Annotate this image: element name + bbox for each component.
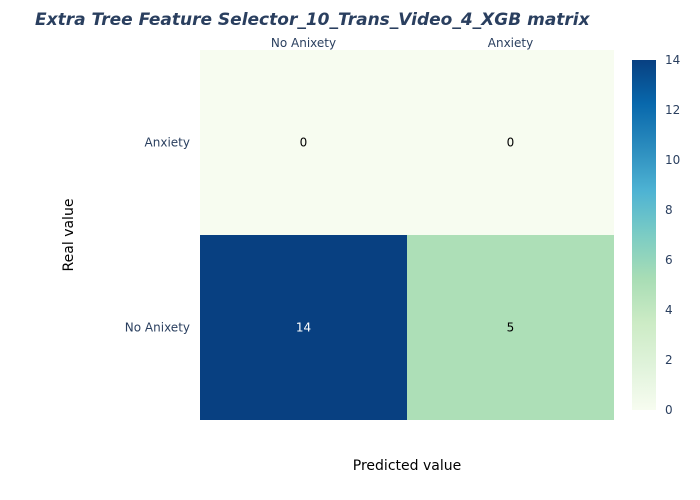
colorbar-tick-label: 4: [665, 303, 673, 317]
cell-value-label: 0: [507, 136, 515, 150]
chart-title: Extra Tree Feature Selector_10_Trans_Vid…: [35, 10, 591, 30]
colorbar-ticks: 0 2 4 6 8 10 12 14: [665, 53, 680, 417]
y-axis-title: Real value: [61, 199, 77, 272]
colorbar-tick-label: 14: [665, 53, 680, 67]
heatmap-cells: 0 0 14 5: [200, 50, 614, 420]
y-tick-label: Anxiety: [145, 136, 190, 150]
colorbar-tick-label: 8: [665, 203, 673, 217]
colorbar-tick-label: 10: [665, 153, 680, 167]
colorbar-tick-label: 12: [665, 103, 680, 117]
heatmap-cell: [407, 235, 614, 420]
x-axis-title: Predicted value: [353, 458, 461, 474]
colorbar-tick-label: 0: [665, 403, 673, 417]
colorbar: [632, 60, 656, 410]
cell-value-label: 14: [296, 321, 311, 335]
x-tick-label: Anxiety: [488, 36, 533, 50]
y-tick-label: No Anixety: [125, 321, 190, 335]
y-axis-ticks: Anxiety No Anixety: [125, 136, 190, 335]
heatmap-cell: [407, 50, 614, 235]
heatmap-cell: [200, 235, 407, 420]
x-tick-label: No Anixety: [271, 36, 336, 50]
colorbar-tick-label: 2: [665, 353, 673, 367]
cell-value-label: 5: [507, 321, 515, 335]
cell-value-label: 0: [300, 136, 308, 150]
colorbar-tick-label: 6: [665, 253, 673, 267]
x-axis-ticks: No Anixety Anxiety: [271, 36, 533, 50]
heatmap-cell: [200, 50, 407, 235]
